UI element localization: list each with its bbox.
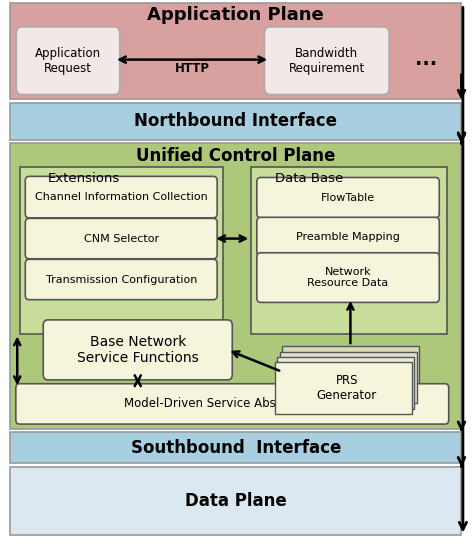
Text: Northbound Interface: Northbound Interface [134, 112, 337, 130]
FancyBboxPatch shape [257, 217, 439, 256]
FancyBboxPatch shape [257, 177, 439, 218]
FancyBboxPatch shape [282, 346, 419, 398]
FancyBboxPatch shape [10, 103, 462, 140]
Text: Bandwidth
Requirement: Bandwidth Requirement [289, 46, 365, 75]
Text: FlowTable: FlowTable [321, 193, 375, 202]
Text: Southbound  Interface: Southbound Interface [131, 439, 341, 457]
Text: Extensions: Extensions [48, 172, 120, 184]
FancyBboxPatch shape [25, 259, 217, 300]
Text: Model-Driven Service Abstract Layer: Model-Driven Service Abstract Layer [124, 398, 341, 410]
FancyBboxPatch shape [43, 320, 232, 380]
FancyBboxPatch shape [10, 3, 462, 99]
Text: Application
Request: Application Request [35, 46, 101, 75]
Text: Channel Information Collection: Channel Information Collection [35, 192, 208, 202]
FancyBboxPatch shape [25, 176, 217, 218]
Text: Preamble Mapping: Preamble Mapping [296, 232, 400, 242]
FancyBboxPatch shape [25, 218, 217, 259]
Text: Data Base: Data Base [275, 172, 343, 184]
Text: CNM Selector: CNM Selector [83, 234, 159, 243]
Text: Unified Control Plane: Unified Control Plane [136, 147, 336, 165]
Text: HTTP: HTTP [174, 62, 210, 75]
FancyBboxPatch shape [264, 27, 389, 95]
FancyBboxPatch shape [251, 167, 447, 334]
FancyBboxPatch shape [10, 432, 462, 463]
Text: Transmission Configuration: Transmission Configuration [46, 275, 197, 284]
Text: Base Network
Service Functions: Base Network Service Functions [77, 335, 199, 365]
Text: Network
Resource Data: Network Resource Data [308, 267, 389, 288]
FancyBboxPatch shape [275, 363, 412, 414]
FancyBboxPatch shape [277, 357, 414, 409]
FancyBboxPatch shape [280, 352, 417, 403]
FancyBboxPatch shape [10, 143, 462, 429]
Text: ...: ... [415, 50, 437, 69]
Text: PRS
Generator: PRS Generator [317, 374, 377, 403]
FancyBboxPatch shape [16, 383, 449, 424]
FancyBboxPatch shape [19, 167, 223, 334]
Text: Application Plane: Application Plane [147, 7, 324, 25]
FancyBboxPatch shape [257, 253, 439, 302]
Text: Data Plane: Data Plane [185, 492, 287, 510]
FancyBboxPatch shape [10, 467, 462, 536]
FancyBboxPatch shape [16, 27, 120, 95]
